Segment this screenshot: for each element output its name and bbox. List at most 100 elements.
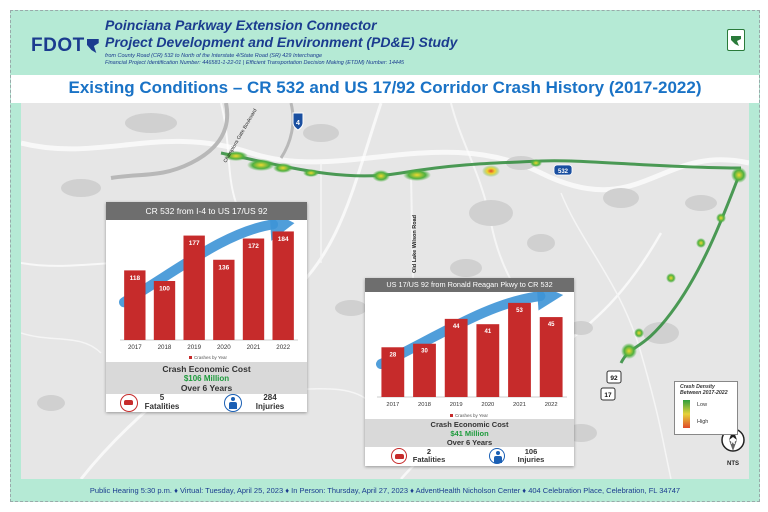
study-title: Project Development and Environment (PD&… [105, 34, 458, 50]
x-tick-label: 2021 [513, 402, 526, 408]
i4-shield-label: 4 [296, 120, 300, 127]
x-tick-label: 2017 [386, 402, 399, 408]
x-tick-label: 2020 [217, 344, 231, 351]
fatalities-stat: 5 Fatalities [142, 393, 182, 412]
bar-value-label: 184 [278, 236, 289, 243]
bar-value-label: 45 [548, 322, 555, 328]
old-lake-wilson-label: Old Lake Wilson Road [412, 215, 418, 273]
fatalities-count: 2 [426, 447, 432, 456]
bar-2022 [272, 231, 294, 340]
bar-2020 [476, 324, 500, 397]
bar-value-label: 41 [484, 329, 491, 335]
density-gradient-bar [683, 400, 690, 428]
project-limits: from County Road (CR) 532 to North of th… [105, 53, 323, 59]
legend-title-line1: Crash Density [680, 384, 715, 390]
bar-2020 [213, 259, 235, 340]
injuries-stat: 284 Injuries [250, 393, 290, 412]
crash-chart-cr532: 118 2017 100 2018 177 2019 136 2020 172 2021 184 20… [119, 220, 298, 351]
cost-title: Crash Economic Cost [162, 364, 251, 374]
panel-header: CR 532 from I-4 to US 17/US 92 [106, 202, 307, 220]
us92-shield-label: 92 [610, 375, 618, 382]
injuries-count: 106 [524, 447, 538, 456]
x-tick-label: 2019 [450, 402, 463, 408]
poster-frame: FDOT Poinciana Parkway Extension Connect… [10, 10, 760, 502]
footer: Public Hearing 5:30 p.m. ♦ Virtual: Tues… [89, 486, 681, 495]
us17-92-crash-panel: US 17/US 92 from Ronald Reagan Pkwy to C… [365, 278, 574, 466]
car-crash-icon [120, 394, 138, 412]
fatalities-label: Fatalities [144, 401, 180, 411]
bar-2021 [508, 302, 531, 397]
bar-2017 [124, 270, 146, 340]
bar-2022 [539, 317, 563, 397]
x-tick-label: 2019 [187, 344, 201, 351]
x-tick-label: 2018 [158, 344, 172, 351]
injury-person-icon [489, 448, 505, 464]
cr532-crash-panel: CR 532 from I-4 to US 17/US 92 118 2017 10… [106, 202, 307, 412]
cr532-shield-icon: 532 [553, 164, 573, 176]
north-label: N [731, 440, 735, 446]
bar-value-label: 172 [248, 243, 259, 250]
bar-2019 [444, 318, 468, 397]
injuries-count: 284 [263, 393, 277, 402]
us92-shield-icon: 92 [606, 370, 622, 384]
cr532-shield-label: 532 [558, 169, 569, 175]
economic-cost-box: Crash Economic Cost $41 Million Over 6 Y… [365, 419, 574, 447]
cost-amount: $106 Million [183, 374, 230, 383]
bar-2021 [242, 238, 265, 340]
injuries-stat: 106 Injuries [511, 447, 551, 465]
i4-highway [110, 103, 295, 180]
us17-shield-label: 17 [604, 392, 612, 399]
project-title: Poinciana Parkway Extension Connector [105, 17, 377, 33]
panel-header: US 17/US 92 from Ronald Reagan Pkwy to C… [365, 278, 574, 292]
bar-value-label: 28 [389, 352, 396, 358]
x-tick-label: 2021 [247, 344, 261, 351]
legend-high-label: High [697, 419, 709, 425]
legend-low-label: Low [697, 402, 708, 408]
chart-legend: Crashes by Year [189, 355, 227, 360]
fdot-logo: FDOT [31, 35, 99, 57]
trend-arrow-head [537, 292, 564, 311]
cost-amount: $41 Million [450, 429, 489, 438]
bar-2019 [183, 235, 205, 340]
i4-shield-icon: 4 [292, 112, 304, 131]
bar-value-label: 44 [453, 324, 460, 330]
injuries-label: Injuries [255, 401, 285, 411]
bar-2018 [153, 281, 176, 340]
bar-2018 [413, 343, 436, 397]
cost-period: Over 6 Years [180, 383, 233, 393]
project-identifiers: Financial Project Identification Number:… [105, 60, 405, 66]
car-crash-icon [391, 448, 407, 464]
bar-value-label: 53 [516, 308, 523, 314]
injuries-label: Injuries [517, 455, 545, 465]
injury-person-icon [224, 394, 242, 412]
section-banner: Existing Conditions – CR 532 and US 17/9… [11, 75, 759, 103]
corridor-map: 4 532 [21, 103, 749, 479]
fatalities-count: 5 [159, 393, 165, 402]
economic-cost-box: Crash Economic Cost $106 Million Over 6 … [106, 362, 307, 394]
crash-chart-us17-92: 28 2017 30 2018 44 2019 41 2020 53 2021 45 2022 [376, 292, 567, 408]
nts-label: NTS [727, 461, 739, 467]
header: FDOT Poinciana Parkway Extension Connect… [11, 11, 759, 73]
bar-value-label: 177 [189, 240, 200, 247]
fatalities-stat: 2 Fatalities [409, 447, 449, 465]
bar-value-label: 100 [159, 286, 170, 293]
bar-value-label: 118 [130, 275, 141, 282]
crash-density-legend: Crash Density Between 2017-2022 Low High [674, 381, 738, 435]
x-tick-label: 2018 [418, 402, 431, 408]
cost-period: Over 6 Years [446, 438, 493, 447]
x-tick-label: 2022 [276, 344, 290, 351]
florida-badge-icon [727, 29, 745, 51]
bar-2017 [381, 347, 405, 397]
section-title: Existing Conditions – CR 532 and US 17/9… [68, 78, 702, 97]
fatalities-label: Fatalities [412, 455, 446, 465]
us17-shield-icon: 17 [600, 387, 616, 401]
legend-title-line2: Between 2017-2022 [680, 389, 728, 396]
x-tick-label: 2020 [481, 402, 494, 408]
x-tick-label: 2022 [545, 402, 558, 408]
bar-value-label: 30 [421, 349, 428, 355]
chart-legend: Crashes by Year [450, 413, 488, 418]
cost-title: Crash Economic Cost [430, 420, 509, 429]
crash-density-corridor [220, 151, 747, 364]
x-tick-label: 2017 [128, 344, 142, 351]
bar-value-label: 136 [218, 264, 229, 271]
